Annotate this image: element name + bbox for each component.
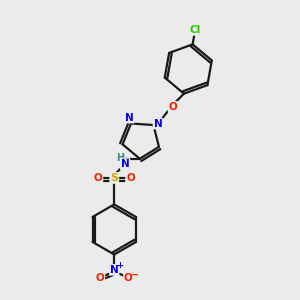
Text: Cl: Cl xyxy=(190,25,201,35)
Text: N: N xyxy=(121,159,130,169)
Text: N: N xyxy=(125,112,134,123)
Text: H: H xyxy=(116,153,124,163)
Text: O: O xyxy=(96,273,104,283)
Text: S: S xyxy=(110,173,118,183)
Text: N: N xyxy=(110,265,118,275)
Text: −: − xyxy=(131,269,139,280)
Text: N: N xyxy=(154,118,162,129)
Text: O: O xyxy=(94,173,102,183)
Text: O: O xyxy=(169,102,177,112)
Text: O: O xyxy=(124,273,133,283)
Text: +: + xyxy=(116,261,123,270)
Text: O: O xyxy=(126,173,135,183)
